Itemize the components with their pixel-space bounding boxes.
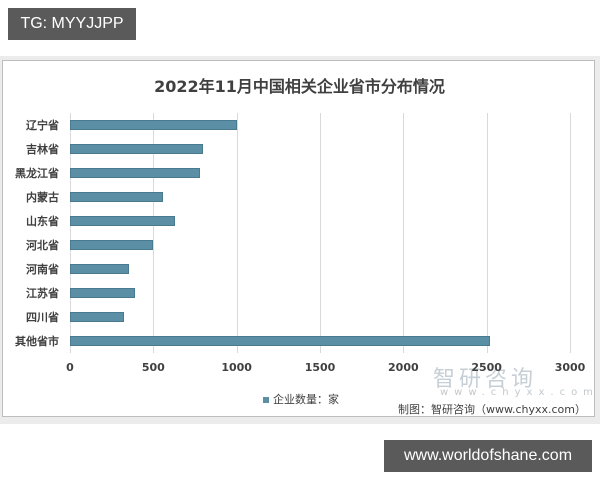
chart-source: 制图：智研咨询（www.chyxx.com） <box>397 403 586 416</box>
bar <box>70 216 175 226</box>
category-label: 吉林省 <box>26 143 59 156</box>
gridline <box>320 113 321 353</box>
x-tick-label: 3000 <box>554 361 586 374</box>
category-label: 黑龙江省 <box>15 167 59 180</box>
plot-area <box>70 113 571 353</box>
legend-label: 企业数量：家 <box>273 393 339 406</box>
category-label: 辽宁省 <box>26 119 59 132</box>
bar <box>70 240 154 250</box>
legend-swatch <box>263 397 269 403</box>
category-label: 河南省 <box>26 263 59 276</box>
gridline <box>486 113 488 353</box>
category-label: 内蒙古 <box>26 191 59 204</box>
top-watermark-tag: TG: MYYJJPP <box>8 8 136 40</box>
bar <box>70 168 200 178</box>
x-tick-label: 0 <box>66 361 74 374</box>
x-tick-label: 1000 <box>221 361 252 374</box>
chart-container: 2022年11月中国相关企业省市分布情况 智研咨询 www.chyxx.com … <box>2 60 595 417</box>
brand-watermark-url: www.chyxx.com <box>440 387 599 398</box>
x-tick-label: 500 <box>141 361 165 374</box>
bar <box>70 264 130 274</box>
gridline <box>236 113 238 353</box>
category-label: 河北省 <box>26 239 59 252</box>
category-label: 四川省 <box>26 311 59 324</box>
gridline <box>70 113 71 353</box>
bar <box>70 192 164 202</box>
category-label: 其他省市 <box>15 335 59 348</box>
chart-legend: 企业数量：家 <box>263 391 339 407</box>
bar <box>70 120 237 130</box>
bar <box>70 288 135 298</box>
category-label: 江苏省 <box>26 287 59 300</box>
x-tick-label: 1500 <box>304 361 336 374</box>
x-tick-label: 2000 <box>388 361 419 374</box>
x-tick-label: 2500 <box>471 361 502 374</box>
chart-title: 2022年11月中国相关企业省市分布情况 <box>154 77 445 96</box>
category-label: 山东省 <box>26 215 59 228</box>
bottom-watermark-tag: www.worldofshane.com <box>384 440 592 472</box>
brand-watermark: 智研咨询 <box>433 367 538 392</box>
bar <box>70 336 490 346</box>
gridline <box>570 113 571 353</box>
gridline <box>153 113 155 353</box>
bar <box>70 312 125 322</box>
gridline <box>403 113 405 353</box>
bar <box>70 144 204 154</box>
